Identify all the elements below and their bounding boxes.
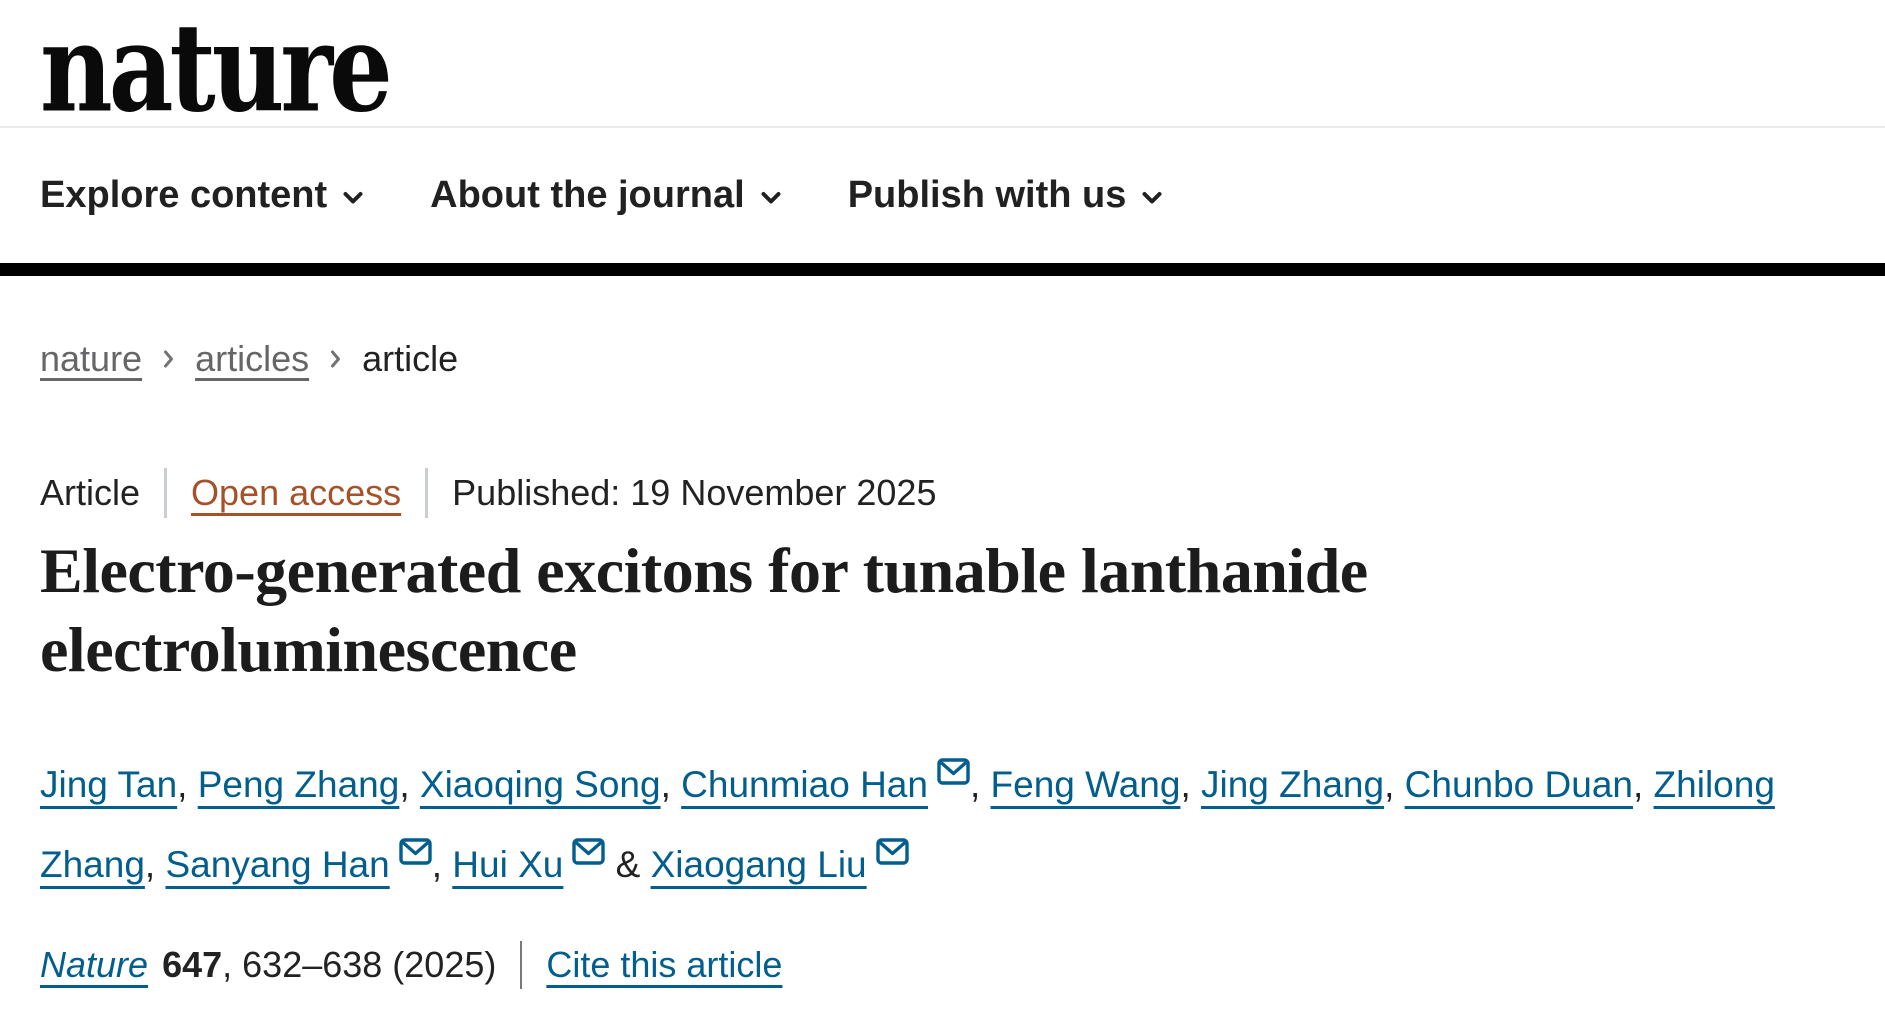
author-link[interactable]: Sanyang Han [165,844,390,886]
page-title: Electro-generated excitons for tunable l… [40,532,1600,689]
volume-number: 647 [162,944,223,986]
title-line-2: electroluminescence [40,613,577,685]
nav-item-label: Publish with us [847,174,1127,216]
author-separator: , [1180,764,1201,806]
citation-row: Nature 647, 632–638 (2025) Cite this arti… [40,941,1865,990]
email-envelope-icon[interactable] [875,813,909,893]
author-link[interactable]: Chunbo Duan [1404,764,1633,806]
cite-this-article-link[interactable]: Cite this article [546,944,783,986]
author-link[interactable]: Jing Zhang [1201,764,1385,806]
email-envelope-icon[interactable] [937,733,970,813]
chevron-down-icon [761,192,781,204]
author-separator: , [431,844,453,886]
chevron-right-icon [164,350,174,368]
breadcrumb-nature[interactable]: nature [40,338,143,379]
article-type-label: Article [40,472,141,513]
author-separator: , [660,764,682,806]
author-separator: , [177,764,198,806]
author-link[interactable]: Jing Tan [40,764,178,806]
nav-item-label: About the journal [430,174,745,216]
chevron-down-icon [343,192,363,204]
header-divider-bar [0,263,1885,276]
main-nav: Explore content About the journal Publis… [0,126,1885,263]
author-link[interactable]: Xiaogang Liu [650,844,867,886]
author-link[interactable]: Xiaoqing Song [419,764,661,806]
nav-item-label: Explore content [40,174,328,216]
author-separator: , [144,844,166,886]
email-envelope-icon[interactable] [399,813,432,893]
citation-text: Nature 647, 632–638 (2025) [40,944,496,986]
chevron-down-icon [1142,192,1162,204]
article-page: nature articles article Article Open acc… [0,338,1885,990]
breadcrumb: nature articles article [40,338,1865,380]
author-separator: , [1384,764,1405,806]
author-link[interactable]: Peng Zhang [197,764,400,806]
site-header: nature [0,0,1885,140]
meta-divider [164,468,168,518]
author-separator: , [969,764,991,806]
author-link[interactable]: Zhilong Zhang [40,764,1775,886]
breadcrumb-articles[interactable]: articles [195,338,310,379]
author-list: Jing Tan, Peng Zhang, Xiaoqing Song, Chu… [40,745,1855,905]
author-separator: & [605,844,651,886]
author-link[interactable]: Feng Wang [990,764,1181,806]
email-envelope-icon[interactable] [572,813,606,893]
nature-logo[interactable]: nature [40,0,393,140]
nav-publish-with-us[interactable]: Publish with us [848,174,1164,217]
open-access-link[interactable]: Open access [191,472,402,513]
published-date: Published: 19 November 2025 [452,472,937,513]
chevron-right-icon [331,350,341,368]
author-separator: , [1632,764,1654,806]
pages-year: , 632–638 (2025) [222,944,497,986]
nav-explore-content[interactable]: Explore content [40,174,364,217]
meta-divider [425,468,429,518]
author-link[interactable]: Hui Xu [452,844,564,886]
citation-divider [520,941,523,990]
author-separator: , [399,764,420,806]
journal-link[interactable]: Nature [40,944,149,986]
article-meta-row: Article Open access Published: 19 Novemb… [40,468,1865,518]
nav-about-the-journal[interactable]: About the journal [430,174,782,217]
breadcrumb-article-current: article [362,338,459,379]
title-line-1: Electro-generated excitons for tunable l… [40,535,1368,606]
author-link[interactable]: Chunmiao Han [681,764,928,806]
